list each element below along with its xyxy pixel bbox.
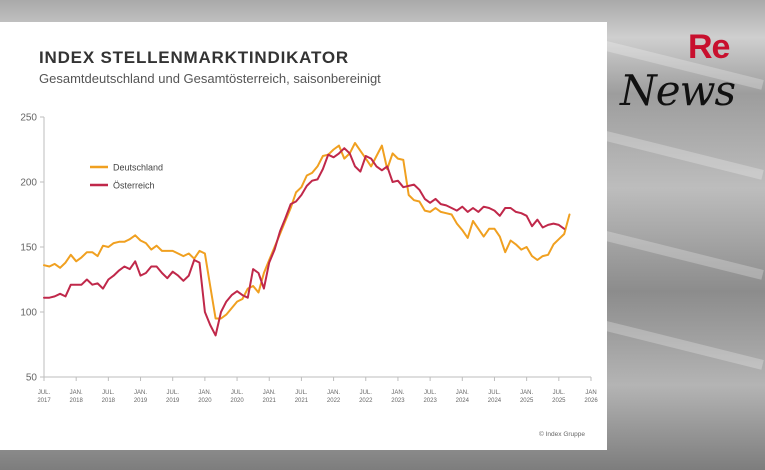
x-tick-label-month: JAN [585, 390, 596, 396]
x-tick-label-month: JAN. [134, 390, 147, 396]
background-strip [601, 230, 764, 280]
x-tick-label-month: JUL. [295, 390, 308, 396]
chart-subtitle: Gesamtdeutschland und Gesamtösterreich, … [39, 71, 381, 86]
x-tick-label-year: 2022 [359, 398, 373, 404]
series-line-deutschland [43, 142, 571, 320]
x-tick-label-month: JUL. [102, 390, 115, 396]
x-tick-label-month: JAN. [263, 390, 276, 396]
x-tick-label-month: JUL. [38, 390, 51, 396]
x-tick-label-year: 2017 [37, 398, 51, 404]
x-tick-label-month: JUL. [231, 390, 244, 396]
legend-label: Deutschland [113, 163, 163, 173]
source-note: © Index Gruppe [539, 431, 585, 438]
x-tick-label-month: JAN. [520, 390, 533, 396]
x-tick-label-year: 2019 [166, 398, 180, 404]
x-tick-label-year: 2022 [327, 398, 341, 404]
x-tick-label-year: 2023 [391, 398, 405, 404]
x-tick-label-year: 2021 [295, 398, 309, 404]
x-tick-label-year: 2018 [102, 398, 116, 404]
x-tick-label-year: 2019 [134, 398, 148, 404]
x-tick-label-year: 2026 [584, 398, 598, 404]
x-tick-label-year: 2025 [552, 398, 566, 404]
logo-news: News [620, 66, 736, 115]
y-tick-label: 250 [20, 113, 37, 124]
x-tick-label-month: JAN. [456, 390, 469, 396]
background-strip [601, 320, 764, 370]
x-tick-label-month: JUL. [167, 390, 180, 396]
series-line-oesterreich [43, 147, 566, 337]
y-tick-label: 200 [20, 178, 37, 189]
x-tick-label-month: JAN. [198, 390, 211, 396]
y-tick-label: 100 [20, 308, 37, 319]
logo-re: Re [688, 28, 730, 66]
x-tick-label-year: 2021 [263, 398, 277, 404]
x-tick-label-year: 2024 [488, 398, 502, 404]
y-tick-label: 50 [26, 373, 38, 384]
y-tick-label: 150 [20, 243, 37, 254]
legend-label: Österreich [113, 181, 155, 191]
chart-card: INDEX STELLENMARKTINDIKATOR Gesamtdeutsc… [0, 22, 607, 450]
renews-logo[interactable]: Re News [620, 28, 750, 118]
x-tick-label-year: 2018 [69, 398, 83, 404]
x-tick-label-month: JAN. [70, 390, 83, 396]
x-tick-label-year: 2025 [520, 398, 534, 404]
x-tick-label-year: 2023 [423, 398, 437, 404]
x-tick-label-month: JUL. [553, 390, 566, 396]
background-strip [601, 130, 764, 180]
chart-title: INDEX STELLENMARKTINDIKATOR [39, 48, 349, 67]
x-tick-label-year: 2020 [230, 398, 244, 404]
x-tick-label-month: JAN. [391, 390, 404, 396]
x-tick-label-month: JUL. [424, 390, 437, 396]
x-tick-label-month: JUL. [360, 390, 373, 396]
line-chart: 50 100 150 200 250 JUL. 2017 JAN. 2018 JUL. 2018 J… [20, 113, 598, 405]
x-tick-label-month: JUL. [488, 390, 501, 396]
x-tick-label-month: JAN. [327, 390, 340, 396]
x-tick-label-year: 2020 [198, 398, 212, 404]
x-tick-label-year: 2024 [456, 398, 470, 404]
